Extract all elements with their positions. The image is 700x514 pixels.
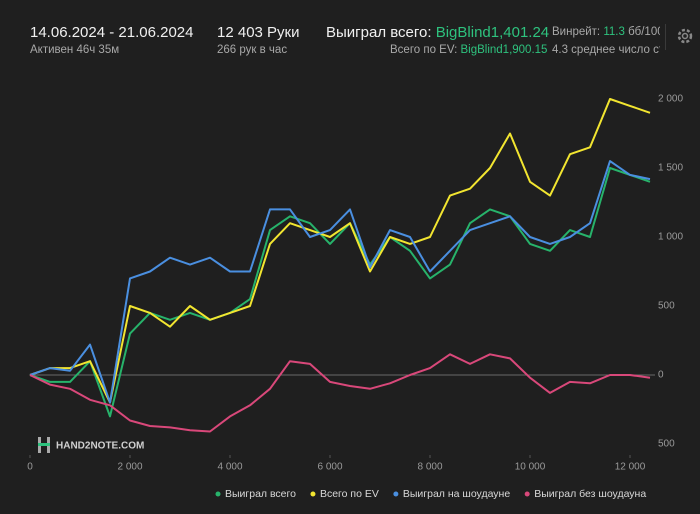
series-line [29,167,651,418]
x-tick-label: 2 000 [117,462,142,473]
x-tick-label: 12 000 [615,462,646,473]
watermark-text: HAND2NOTE.COM [56,441,144,452]
winrate: Винрейт: 11.3 бб/100 [552,26,660,38]
ev-value: BigBlind1,900.15 [460,44,548,56]
legend-label: Выиграл на шоудауне [403,488,510,500]
legend: Выиграл всего Всего по EV Выиграл на шоуда… [215,488,646,500]
series-line [29,160,651,404]
legend-label: Выиграл без шоудауна [534,488,646,500]
legend-item: Всего по EV [310,488,379,500]
active-time: Активен 46ч 35м [30,44,120,56]
legend-label: Выиграл всего [225,488,296,500]
legend-label: Всего по EV [320,488,379,500]
y-tick-label: 2 000 [658,94,683,105]
avg-tables: 4.3 среднее число ст [552,44,660,56]
y-tick-label: 500 [658,301,675,312]
won-label: Выиграл всего: [326,24,432,41]
legend-item: Выиграл без шоудауна [524,488,646,500]
x-tick-label: 8 000 [417,462,442,473]
series-line [29,98,651,404]
x-tick-label: 10 000 [515,462,546,473]
legend-marker [524,491,530,497]
legend-marker [215,491,221,497]
legend-item: Выиграл всего [215,488,296,500]
winrate-unit: бб/100 [628,26,660,38]
hands-per-hour: 266 рук в час [217,44,288,56]
ev-total: Всего по EV: BigBlind1,900.15 [390,44,547,56]
ev-label: Всего по EV: [390,44,458,56]
x-tick-label: 6 000 [317,462,342,473]
won-value: BigBlind1,401.24 [435,24,550,41]
won-total: Выиграл всего: BigBlind1,401.24 [326,24,549,41]
winrate-label: Винрейт: [552,26,601,38]
legend-item: Выиграл на шоудауне [393,488,510,500]
date-range: 14.06.2024 - 21.06.2024 [30,24,194,41]
series-line [29,353,651,433]
watermark: HAND2NOTE.COM [38,437,144,453]
y-tick-label: 1 000 [658,232,683,243]
legend-marker [310,491,316,497]
gear-icon [677,28,693,44]
legend-marker [393,491,399,497]
winrate-value: 11.3 [603,26,625,38]
x-tick-label: 4 000 [217,462,242,473]
y-tick-label: 0 [658,370,664,381]
hands: 12 403 Руки [217,24,300,41]
y-tick-label: 1 500 [658,163,683,174]
settings-button[interactable] [665,24,700,50]
x-tick-label: 0 [27,462,33,473]
y-tick-label: 500 [658,439,675,450]
